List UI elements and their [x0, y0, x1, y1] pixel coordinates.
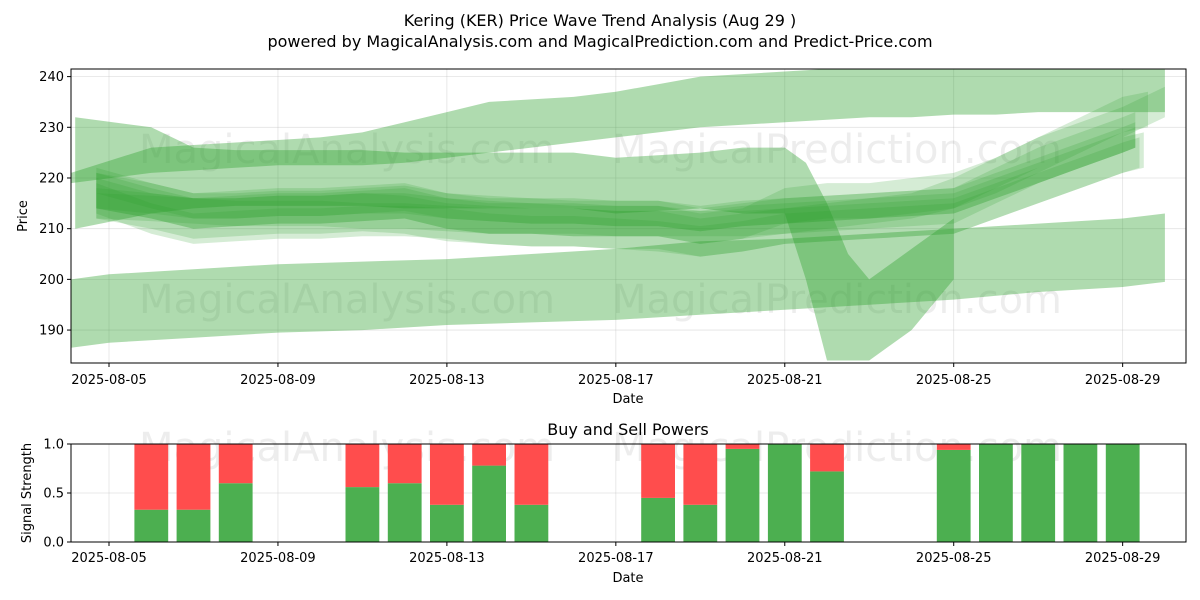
sell-bar [387, 444, 422, 484]
price-x-axis-label: Date [612, 392, 643, 407]
price-x-tick-label: 2025-08-05 [71, 373, 147, 388]
wave-band [96, 112, 1136, 244]
price-y-tick-label: 230 [39, 121, 64, 136]
buy-bar [1063, 444, 1098, 542]
price-watermarks: MagicalAnalysis.com MagicalPrediction.co… [139, 127, 1062, 323]
wave-band [96, 122, 1136, 232]
buy-sell-x-tick-label: 2025-08-09 [240, 551, 316, 566]
buy-sell-y-tick-label: 0.5 [43, 487, 64, 502]
buy-bar [1021, 444, 1056, 542]
buy-bar [176, 509, 211, 542]
price-y-tick-label: 220 [39, 171, 64, 186]
sell-bar [218, 444, 253, 484]
buy-bar [345, 487, 380, 542]
buy-bar [218, 483, 253, 542]
price-y-tick-label: 240 [39, 70, 64, 85]
buy-sell-y-tick-label: 0.0 [43, 536, 64, 551]
buy-sell-x-tick-label: 2025-08-13 [409, 551, 485, 566]
price-x-tick-label: 2025-08-25 [916, 373, 992, 388]
buy-bar [387, 483, 422, 542]
chart-title: Kering (KER) Price Wave Trend Analysis (… [404, 11, 797, 30]
price-x-ticks: 2025-08-05 2025-08-09 2025-08-13 2025-08-17… [71, 363, 1160, 388]
buy-bar [514, 504, 549, 542]
price-x-tick-label: 2025-08-09 [240, 373, 316, 388]
wave-band [96, 91, 1148, 244]
buy-sell-x-tick-label: 2025-08-25 [916, 551, 992, 566]
buy-sell-x-axis-label: Date [612, 571, 643, 586]
sell-bar [936, 444, 971, 450]
price-x-tick-label: 2025-08-17 [578, 373, 654, 388]
price-y-tick-label: 190 [39, 324, 64, 339]
buy-bar [472, 465, 506, 542]
sell-bar [514, 444, 549, 505]
buy-bar [430, 504, 464, 542]
price-x-tick-label: 2025-08-13 [409, 373, 485, 388]
sell-bar [472, 444, 506, 466]
price-y-tick-label: 200 [39, 273, 64, 288]
sell-bar [641, 444, 675, 498]
price-wave-bands [71, 69, 1165, 361]
sell-bar [134, 444, 169, 510]
price-plot-frame [70, 68, 1187, 364]
buy-bar [979, 444, 1013, 542]
buy-sell-y-ticks: 0.0 0.5 1.0 [43, 438, 71, 551]
buy-bar [683, 504, 718, 542]
watermark-prediction-top: MagicalPrediction.com [612, 127, 1062, 173]
sell-bar [345, 444, 380, 488]
price-x-tick-label: 2025-08-29 [1085, 373, 1161, 388]
buy-bar [641, 497, 675, 542]
buy-sell-x-tick-label: 2025-08-17 [578, 551, 654, 566]
buy-sell-y-axis-label: Signal Strength [20, 443, 35, 543]
price-y-tick-label: 210 [39, 222, 64, 237]
buy-sell-x-ticks: 2025-08-05 2025-08-09 2025-08-13 2025-08-17… [71, 542, 1160, 566]
buy-sell-x-tick-label: 2025-08-29 [1085, 551, 1161, 566]
watermark-analysis-mid: MagicalAnalysis.com [139, 277, 555, 323]
buy-bar [767, 444, 802, 542]
wave-band [71, 213, 1165, 348]
sell-bar [176, 444, 211, 510]
sell-bar [430, 444, 464, 505]
buy-sell-title: Buy and Sell Powers [547, 420, 709, 439]
buy-sell-bars [134, 444, 1140, 542]
price-y-ticks: 190 200 210 220 230 240 [39, 70, 71, 339]
buy-bar [1105, 444, 1140, 542]
watermark-analysis-top: MagicalAnalysis.com [139, 127, 555, 173]
price-y-axis-label: Price [16, 200, 31, 232]
buy-bar [725, 448, 760, 542]
wave-band [96, 127, 1136, 232]
price-wave-panel: MagicalAnalysis.com MagicalPrediction.co… [16, 68, 1187, 407]
wave-band [71, 69, 1165, 184]
wave-band [75, 117, 954, 361]
sell-bar [725, 444, 760, 449]
buy-bar [936, 449, 971, 542]
buy-sell-panel: Buy and Sell Powers MagicalAnalysis.com … [20, 420, 1187, 586]
buy-bar [134, 509, 169, 542]
price-x-tick-label: 2025-08-21 [747, 373, 823, 388]
sell-bar [810, 444, 844, 472]
sell-bar [683, 444, 718, 505]
wave-band [96, 137, 1140, 257]
wave-band [96, 132, 1144, 257]
chart-subtitle: powered by MagicalAnalysis.com and Magic… [267, 32, 932, 51]
buy-sell-x-tick-label: 2025-08-05 [71, 551, 147, 566]
buy-bar [810, 471, 844, 542]
price-grid [71, 69, 1186, 363]
buy-sell-y-tick-label: 1.0 [43, 438, 64, 453]
watermark-prediction-mid: MagicalPrediction.com [612, 277, 1062, 323]
buy-sell-x-tick-label: 2025-08-21 [747, 551, 823, 566]
wave-band [96, 86, 1165, 237]
